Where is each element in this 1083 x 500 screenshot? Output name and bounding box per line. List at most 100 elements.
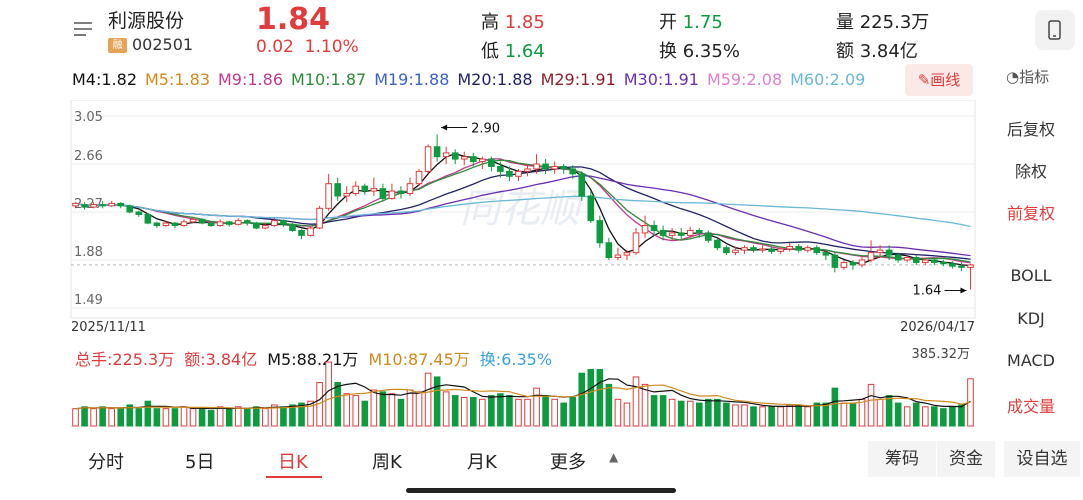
- candle: [379, 183, 387, 201]
- candle: [668, 228, 676, 241]
- indicator-button[interactable]: ◔指标: [1006, 66, 1049, 87]
- candle: [867, 240, 875, 263]
- side-menu-item[interactable]: MACD: [1007, 351, 1055, 370]
- volume-bar: [641, 383, 649, 427]
- stat-open-value: 1.75: [682, 12, 723, 33]
- candle: [307, 225, 314, 237]
- menu-icon[interactable]: [72, 18, 94, 40]
- candle: [162, 220, 170, 227]
- stat-high-label: 高: [481, 12, 499, 33]
- volume-bar: [415, 391, 423, 427]
- volume-legend-item: 总手:225.3万: [75, 350, 175, 369]
- candle: [750, 245, 757, 253]
- end-date-label: 2026/04/17: [900, 320, 975, 335]
- more-arrow-icon[interactable]: ▲: [609, 450, 619, 464]
- current-price: 1.84: [256, 2, 331, 37]
- volume-bar: [506, 395, 513, 427]
- volume-bar: [795, 404, 803, 427]
- candlestick-chart[interactable]: 3.052.662.271.881.49同花顺2.901.642025/11/1…: [0, 100, 985, 340]
- candle: [650, 220, 658, 236]
- candle: [533, 154, 540, 174]
- change-percent: 1.10%: [304, 37, 359, 57]
- ma-line: [75, 159, 971, 263]
- volume-bar: [894, 402, 902, 427]
- candle: [777, 246, 784, 254]
- candle: [813, 245, 821, 256]
- candle: [198, 218, 206, 225]
- funds-button[interactable]: 资金: [937, 441, 995, 477]
- ma-legend-item: M30:1.91: [623, 70, 699, 89]
- candle: [225, 220, 233, 227]
- volume-ma-line: [75, 384, 971, 410]
- draw-line-button[interactable]: ✎画线: [905, 64, 973, 96]
- candle: [641, 215, 649, 238]
- volume-bar: [958, 404, 965, 427]
- candle: [280, 219, 287, 227]
- volume-bar: [90, 408, 97, 427]
- add-watchlist-button[interactable]: 设自选: [1004, 441, 1080, 477]
- candle: [795, 244, 803, 253]
- volume-bar: [885, 395, 893, 427]
- volume-bar: [777, 406, 784, 427]
- candle: [876, 245, 884, 258]
- side-menu-item[interactable]: KDJ: [1017, 309, 1045, 328]
- volume-bar: [298, 402, 305, 427]
- candle: [117, 202, 125, 209]
- side-menu-item[interactable]: BOLL: [1010, 266, 1052, 285]
- candle: [894, 252, 902, 263]
- candle: [243, 219, 251, 226]
- pencil-icon: ✎: [917, 71, 931, 89]
- candle: [949, 261, 956, 269]
- volume-bar: [243, 408, 251, 427]
- candle: [415, 168, 423, 187]
- candle: [451, 149, 459, 164]
- side-menu-item[interactable]: 前复权: [1006, 204, 1055, 223]
- y-tick-label: 2.66: [74, 149, 103, 164]
- candle: [596, 215, 604, 248]
- period-tab[interactable]: 日K: [278, 452, 308, 473]
- candle: [786, 242, 793, 252]
- price-change: 0.02 1.10%: [256, 37, 359, 57]
- volume-bar: [813, 402, 821, 427]
- stat-low: 低 1.64: [481, 37, 545, 63]
- period-tab[interactable]: 月K: [467, 452, 497, 473]
- ma-legend-item: M9:1.86: [218, 70, 283, 89]
- period-tab[interactable]: 分时: [88, 452, 124, 473]
- candle: [253, 221, 260, 230]
- side-menu-item[interactable]: 除权: [1014, 162, 1047, 181]
- candle: [759, 245, 766, 253]
- period-tab[interactable]: 更多: [550, 452, 586, 473]
- candle: [695, 228, 703, 238]
- volume-bar: [840, 402, 848, 427]
- ma-legend-item: M10:1.87: [291, 70, 367, 89]
- candle: [343, 186, 351, 203]
- y-tick-label: 1.49: [74, 293, 103, 308]
- candle: [931, 257, 938, 265]
- candle: [72, 202, 79, 209]
- period-tab[interactable]: 周K: [372, 452, 402, 473]
- landscape-toggle-button[interactable]: [1035, 10, 1075, 50]
- side-menu-item[interactable]: 成交量: [1006, 397, 1055, 416]
- candle: [433, 134, 441, 162]
- y-tick-label: 1.88: [74, 245, 103, 260]
- candle: [804, 245, 812, 253]
- candle: [135, 210, 143, 217]
- side-menu-item[interactable]: 后复权: [1006, 120, 1055, 139]
- candle: [424, 144, 432, 174]
- stat-turnover: 换 6.35%: [659, 37, 740, 63]
- stat-low-value: 1.64: [504, 41, 545, 62]
- candle: [921, 257, 929, 265]
- volume-bar: [479, 398, 486, 427]
- low-marker-label: 1.64: [912, 284, 941, 299]
- volume-bar: [822, 402, 830, 427]
- period-tab[interactable]: 5日: [185, 452, 215, 473]
- ma-legend-item: M20:1.88: [457, 70, 533, 89]
- stock-code: 002501: [132, 35, 194, 54]
- chips-button[interactable]: 筹码: [868, 441, 936, 477]
- volume-bar: [732, 404, 739, 427]
- candle: [958, 262, 965, 272]
- volume-chart[interactable]: 385.32万: [0, 340, 985, 432]
- volume-bar: [424, 372, 432, 427]
- volume-bar: [524, 398, 531, 427]
- volume-bar: [198, 408, 206, 427]
